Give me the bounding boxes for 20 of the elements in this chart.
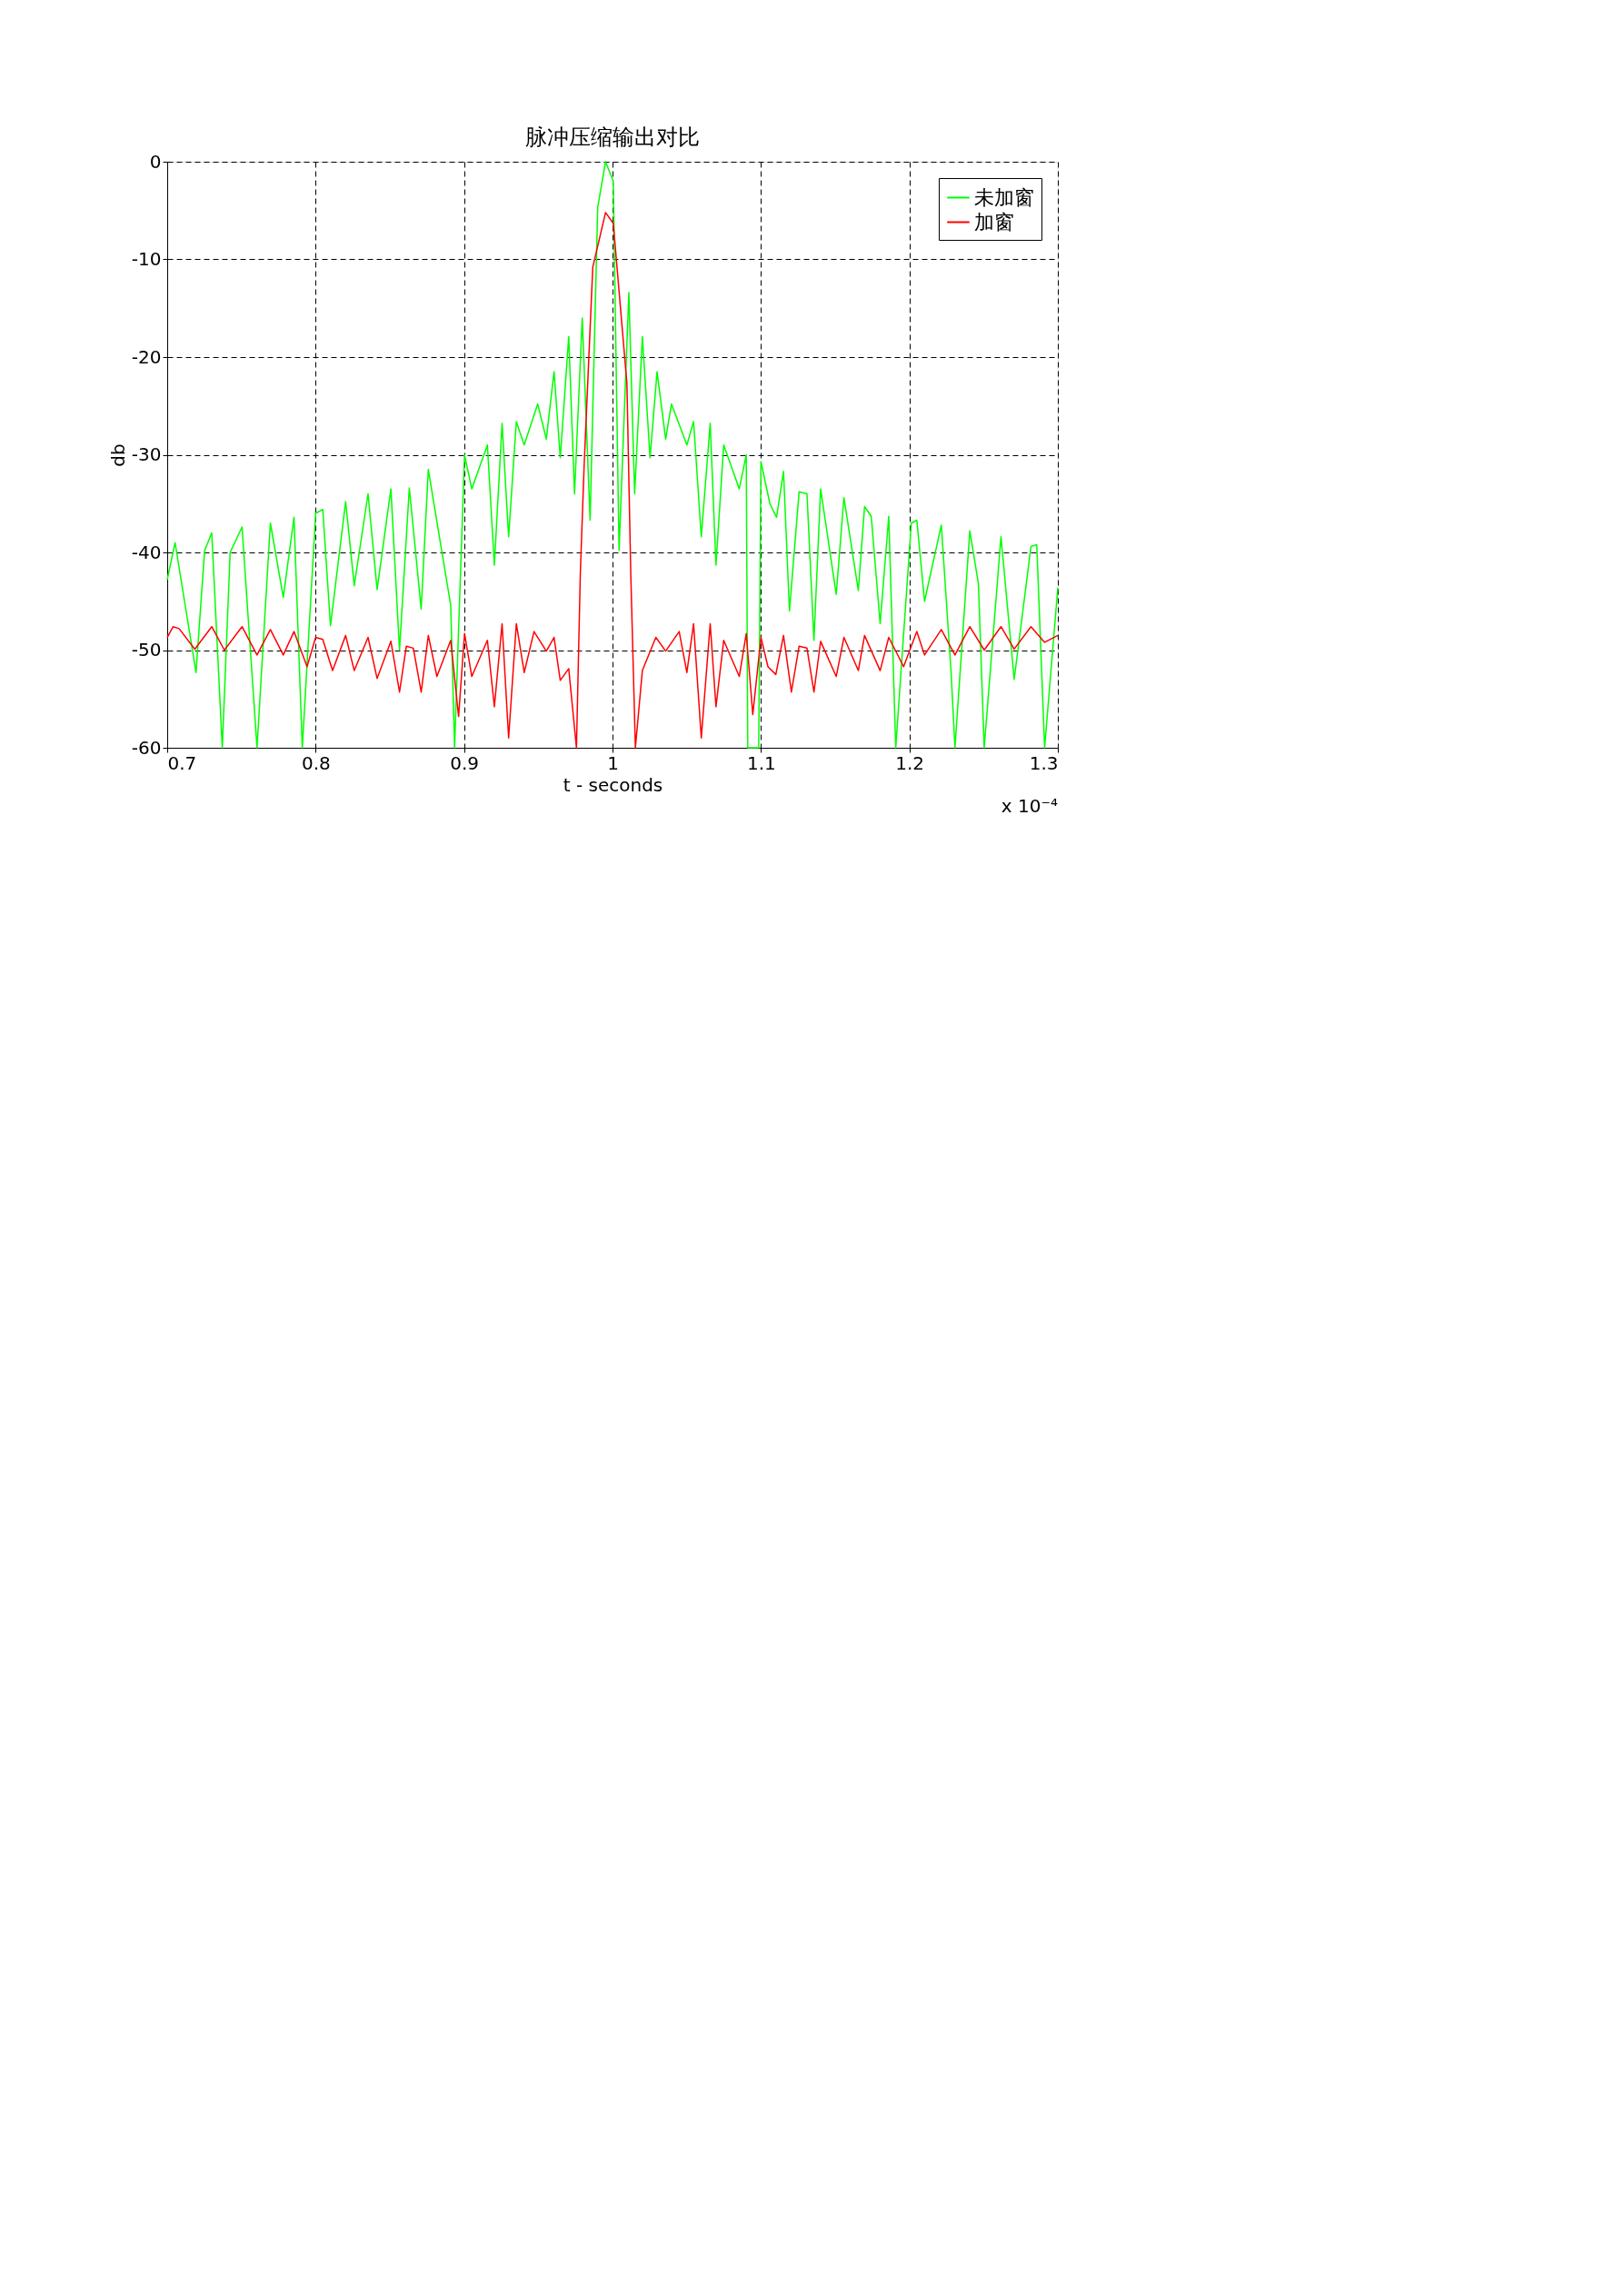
x-tick-label: 1.2	[895, 751, 925, 774]
y-tick-label: 0	[149, 150, 162, 173]
chart-title: 脉冲压缩输出对比	[525, 124, 700, 150]
y-tick-label: -50	[131, 639, 162, 661]
y-tick-label: -10	[131, 248, 162, 270]
x-tick-label: 1	[607, 751, 619, 774]
y-tick-label: -40	[131, 541, 162, 563]
x-tick-label: 0.9	[450, 751, 480, 774]
x-tick-label: 1.3	[1029, 751, 1059, 774]
y-tick-label: -30	[131, 443, 162, 465]
legend-label: 未加窗	[974, 185, 1034, 209]
x-tick-label: 0.7	[167, 751, 197, 774]
x-axis-title: t - seconds	[563, 773, 663, 796]
x-tick-label: 1.1	[746, 751, 776, 774]
x-tick-label: 0.8	[301, 751, 331, 774]
text: x 10⁻⁴	[1001, 795, 1058, 817]
y-tick-label: -60	[131, 736, 162, 759]
y-tick-label: -20	[131, 345, 162, 368]
legend-label: 加窗	[974, 210, 1014, 234]
y-axis-title: db	[106, 443, 129, 467]
